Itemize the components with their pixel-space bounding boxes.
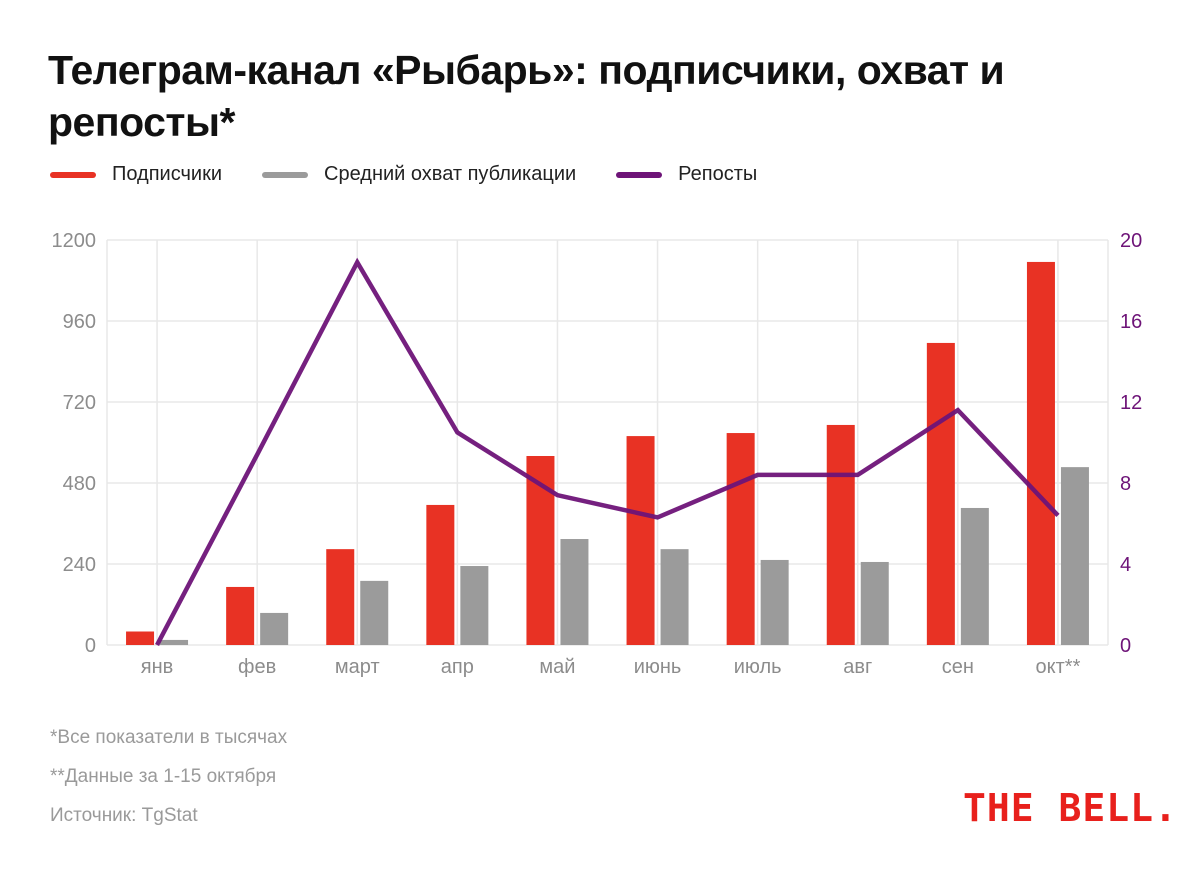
bar-reach <box>560 539 589 645</box>
y-left-tick-label: 480 <box>63 473 96 495</box>
chart-title: Телеграм-канал «Рыбарь»: подписчики, охв… <box>48 47 1005 145</box>
x-tick-label: авг <box>843 656 872 678</box>
y-right-tick-label: 16 <box>1120 311 1142 333</box>
bar-reach <box>860 561 889 645</box>
bar-subscribers <box>426 504 455 645</box>
footnote-units: *Все показатели в тысячах <box>50 727 288 748</box>
bar-subscribers <box>1026 261 1055 645</box>
y-right-tick-label: 0 <box>1120 635 1131 657</box>
bar-reach <box>360 580 389 645</box>
bar-subscribers <box>326 549 355 645</box>
bar-subscribers <box>726 433 755 645</box>
bar-reach <box>460 566 489 645</box>
x-tick-label: сен <box>942 656 974 678</box>
x-tick-label: июль <box>734 656 782 678</box>
x-tick-label: май <box>539 656 575 678</box>
y-right-tick-label: 12 <box>1120 392 1142 414</box>
legend-swatch <box>262 171 309 178</box>
bar-reach <box>760 559 789 645</box>
legend-item-subscribers: Подписчики <box>50 163 222 186</box>
x-tick-label: апр <box>441 656 474 678</box>
the-bell-logo: THE BELL. <box>963 786 1178 830</box>
legend-swatch <box>616 171 663 178</box>
bar-reach <box>960 507 989 645</box>
footnote-october: **Данные за 1-15 октября <box>50 766 277 787</box>
x-tick-label: июнь <box>634 656 682 678</box>
y-right-tick-label: 20 <box>1120 230 1142 252</box>
y-left-tick-label: 720 <box>63 392 96 414</box>
bar-reach <box>1060 467 1089 645</box>
legend-swatch <box>50 171 96 178</box>
bar-reach <box>160 639 189 645</box>
bar-subscribers <box>926 342 955 645</box>
bar-subscribers <box>126 631 155 645</box>
y-right-tick-label: 4 <box>1120 554 1131 576</box>
bar-subscribers <box>226 586 255 645</box>
bar-reach <box>660 549 689 645</box>
y-left-tick-label: 1200 <box>52 230 97 252</box>
y-left-tick-label: 960 <box>63 311 96 333</box>
x-tick-label: окт** <box>1036 656 1081 678</box>
legend-label: Подписчики <box>112 163 223 185</box>
legend: Подписчики Средний охват публикации Репо… <box>50 163 797 186</box>
bar-subscribers <box>526 456 555 645</box>
y-left-tick-label: 0 <box>85 635 96 657</box>
legend-label: Репосты <box>678 163 758 185</box>
y-left-tick-label: 240 <box>63 554 96 576</box>
bar-subscribers <box>826 424 855 645</box>
y-right-tick-label: 8 <box>1120 473 1131 495</box>
x-tick-label: фев <box>238 656 276 678</box>
source-note: Источник: TgStat <box>50 805 198 826</box>
legend-item-reposts: Репосты <box>616 163 757 186</box>
line-reposts <box>155 257 1060 647</box>
legend-label: Средний охват публикации <box>324 163 577 185</box>
x-tick-label: март <box>335 656 380 678</box>
bar-reach <box>260 612 289 645</box>
x-tick-label: янв <box>141 656 174 678</box>
legend-item-reach: Средний охват публикации <box>262 163 576 186</box>
bar-subscribers <box>626 436 655 645</box>
